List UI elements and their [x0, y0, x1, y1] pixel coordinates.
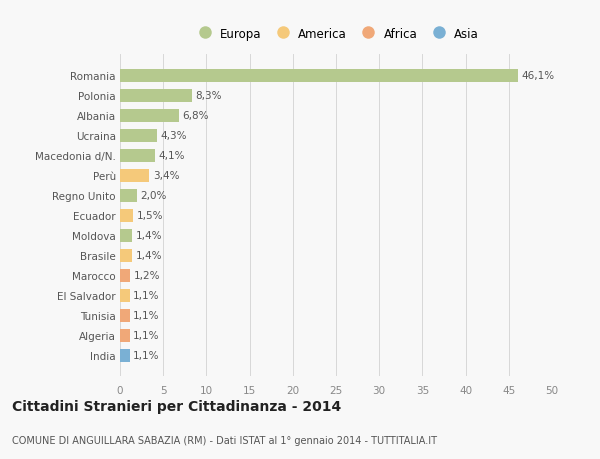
Bar [120, 129, 157, 142]
Bar [120, 289, 130, 302]
Text: 6,8%: 6,8% [182, 111, 209, 121]
Bar [120, 209, 133, 222]
Bar [120, 249, 132, 262]
Bar [120, 150, 155, 162]
Text: 1,1%: 1,1% [133, 330, 160, 340]
Bar [120, 90, 192, 102]
Bar [120, 269, 130, 282]
Text: 1,4%: 1,4% [136, 251, 162, 261]
Text: 1,1%: 1,1% [133, 291, 160, 301]
Bar [120, 309, 130, 322]
Text: 1,2%: 1,2% [134, 270, 160, 280]
Text: 1,5%: 1,5% [136, 211, 163, 221]
Text: 1,1%: 1,1% [133, 310, 160, 320]
Bar [120, 329, 130, 342]
Text: 1,1%: 1,1% [133, 350, 160, 360]
Bar [120, 349, 130, 362]
Text: Cittadini Stranieri per Cittadinanza - 2014: Cittadini Stranieri per Cittadinanza - 2… [12, 399, 341, 413]
Text: 4,1%: 4,1% [159, 151, 185, 161]
Bar [120, 169, 149, 182]
Bar [120, 110, 179, 123]
Bar [120, 70, 518, 83]
Text: 2,0%: 2,0% [141, 191, 167, 201]
Text: 1,4%: 1,4% [136, 231, 162, 241]
Bar [120, 229, 132, 242]
Text: COMUNE DI ANGUILLARA SABAZIA (RM) - Dati ISTAT al 1° gennaio 2014 - TUTTITALIA.I: COMUNE DI ANGUILLARA SABAZIA (RM) - Dati… [12, 435, 437, 445]
Text: 3,4%: 3,4% [153, 171, 179, 181]
Text: 46,1%: 46,1% [522, 71, 555, 81]
Bar [120, 189, 137, 202]
Text: 4,3%: 4,3% [161, 131, 187, 141]
Text: 8,3%: 8,3% [195, 91, 221, 101]
Legend: Europa, America, Africa, Asia: Europa, America, Africa, Asia [190, 24, 482, 44]
